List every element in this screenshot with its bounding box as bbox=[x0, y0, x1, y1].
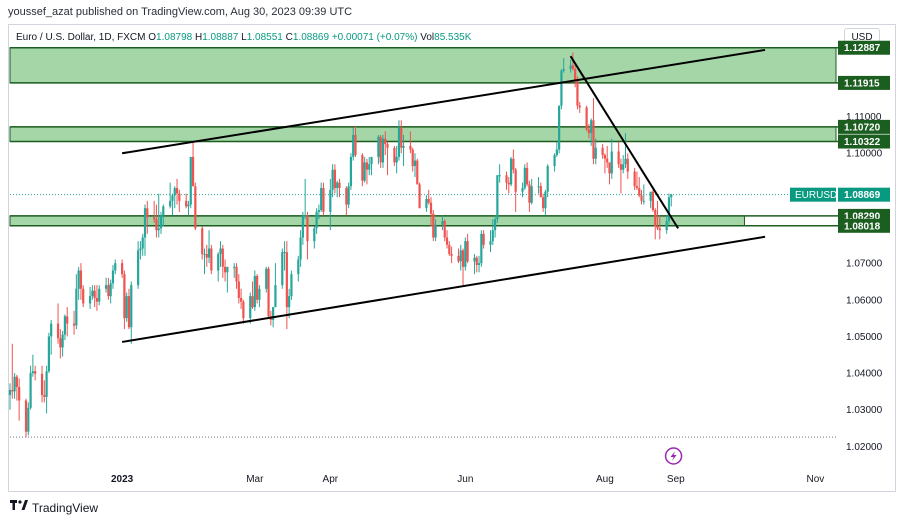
currency-button[interactable]: USD bbox=[844, 28, 880, 46]
legend-high: 1.08887 bbox=[202, 32, 239, 43]
legend-change: +0.00071 (+0.07%) bbox=[331, 32, 418, 43]
symbol-legend: Euro / U.S. Dollar, 1D, FXCM O1.08798 H1… bbox=[16, 32, 471, 43]
legend-vol-label: Vol bbox=[420, 32, 435, 43]
legend-open-label: O bbox=[148, 32, 157, 43]
legend-low-label: L bbox=[241, 32, 247, 43]
tradingview-logo-icon bbox=[10, 500, 28, 515]
tradingview-footer[interactable]: TradingView bbox=[10, 500, 98, 515]
legend-symbol[interactable]: Euro / U.S. Dollar, 1D, FXCM bbox=[16, 32, 146, 43]
legend-close-label: C bbox=[285, 32, 293, 43]
legend-low: 1.08551 bbox=[246, 32, 283, 43]
legend-open: 1.08798 bbox=[156, 32, 193, 43]
publish-caption: youssef_azat published on TradingView.co… bbox=[8, 6, 353, 18]
legend-volume: 85.535K bbox=[434, 32, 472, 43]
chart-frame[interactable] bbox=[8, 24, 896, 492]
legend-close: 1.08869 bbox=[292, 32, 330, 43]
footer-brand-text: TradingView bbox=[32, 500, 99, 515]
legend-high-label: H bbox=[194, 32, 203, 43]
